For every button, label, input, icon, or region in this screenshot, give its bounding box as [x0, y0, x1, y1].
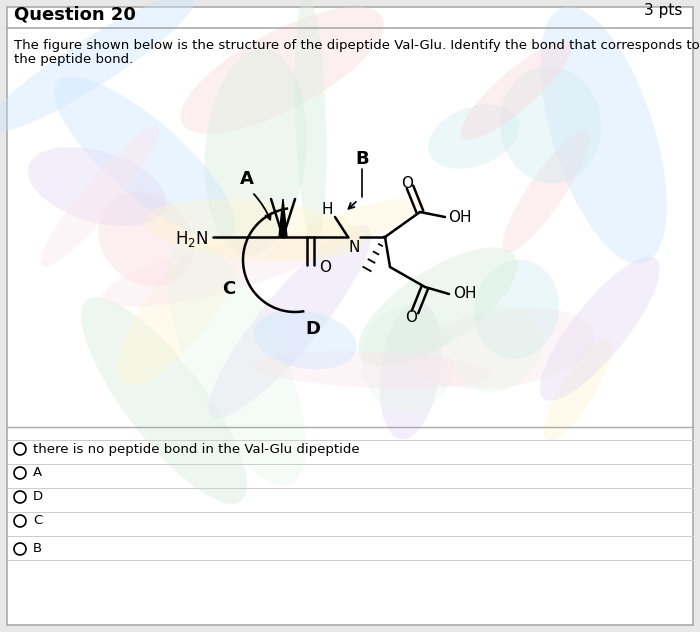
Text: O: O [405, 310, 417, 324]
Ellipse shape [295, 0, 326, 245]
Ellipse shape [102, 234, 327, 307]
Ellipse shape [28, 147, 166, 226]
Text: O: O [319, 260, 331, 276]
Ellipse shape [0, 0, 195, 133]
Ellipse shape [145, 199, 365, 261]
Ellipse shape [54, 76, 235, 240]
Ellipse shape [254, 310, 357, 369]
Ellipse shape [268, 197, 425, 260]
Ellipse shape [503, 130, 589, 253]
Ellipse shape [204, 49, 307, 255]
Ellipse shape [253, 351, 494, 389]
Text: B: B [33, 542, 42, 556]
Text: C: C [33, 514, 42, 528]
Text: H: H [321, 202, 332, 217]
Ellipse shape [428, 104, 519, 169]
Ellipse shape [361, 306, 455, 412]
Text: there is no peptide bond in the Val-Glu dipeptide: there is no peptide bond in the Val-Glu … [33, 442, 360, 456]
Text: 3 pts: 3 pts [643, 4, 682, 18]
Ellipse shape [544, 337, 612, 441]
Ellipse shape [500, 66, 601, 183]
Text: D: D [33, 490, 43, 504]
Text: B: B [355, 150, 369, 168]
Text: C: C [222, 280, 235, 298]
Ellipse shape [474, 260, 559, 359]
Ellipse shape [181, 7, 384, 133]
Ellipse shape [414, 308, 594, 389]
Ellipse shape [540, 6, 666, 264]
Text: O: O [401, 176, 413, 191]
Text: OH: OH [453, 286, 477, 301]
Ellipse shape [117, 234, 241, 386]
Ellipse shape [461, 41, 572, 140]
Ellipse shape [379, 301, 441, 439]
Polygon shape [279, 199, 287, 237]
Ellipse shape [209, 225, 371, 418]
Ellipse shape [41, 126, 159, 267]
Text: The figure shown below is the structure of the dipeptide Val-Glu. Identify the b: The figure shown below is the structure … [14, 39, 700, 52]
Ellipse shape [81, 297, 247, 504]
Ellipse shape [452, 305, 542, 392]
Text: N: N [349, 240, 360, 255]
FancyBboxPatch shape [7, 7, 693, 625]
Ellipse shape [358, 248, 517, 366]
Text: A: A [240, 170, 254, 188]
Text: OH: OH [448, 209, 472, 224]
Ellipse shape [98, 191, 194, 286]
Text: $\mathregular{H_2N}$: $\mathregular{H_2N}$ [175, 229, 209, 249]
Text: A: A [33, 466, 42, 480]
Text: the peptide bond.: the peptide bond. [14, 53, 133, 66]
Ellipse shape [167, 240, 306, 485]
Ellipse shape [540, 257, 659, 401]
Text: Question 20: Question 20 [14, 5, 136, 23]
Text: D: D [305, 320, 320, 338]
